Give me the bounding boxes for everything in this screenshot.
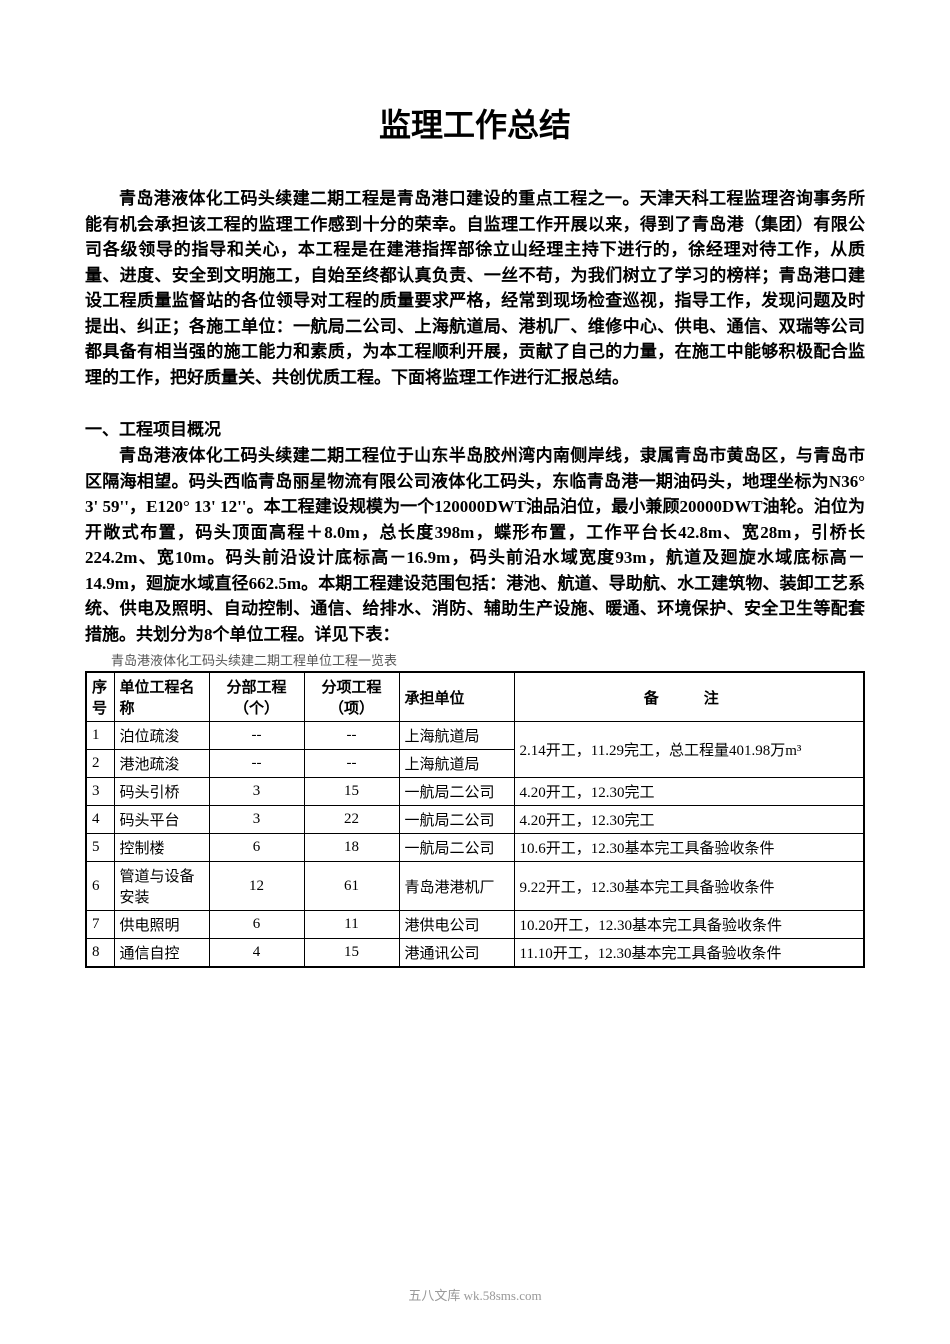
cell-bufen: 6 [209, 911, 304, 939]
cell-note: 9.22开工，12.30基本完工具备验收条件 [514, 862, 864, 911]
cell-bufen: 6 [209, 834, 304, 862]
cell-bufen: 12 [209, 862, 304, 911]
cell-danwei: 港通讯公司 [399, 939, 514, 968]
cell-seq: 3 [86, 778, 114, 806]
cell-unit: 控制楼 [114, 834, 209, 862]
header-fenxiang: 分项工程（项） [304, 672, 399, 722]
cell-seq: 8 [86, 939, 114, 968]
cell-seq: 6 [86, 862, 114, 911]
cell-seq: 4 [86, 806, 114, 834]
cell-unit: 管道与设备安装 [114, 862, 209, 911]
cell-fenxiang: 18 [304, 834, 399, 862]
header-unit: 单位工程名称 [114, 672, 209, 722]
cell-bufen: 3 [209, 778, 304, 806]
cell-bufen: -- [209, 750, 304, 778]
header-danwei: 承担单位 [399, 672, 514, 722]
cell-danwei: 港供电公司 [399, 911, 514, 939]
table-row: 6 管道与设备安装 12 61 青岛港港机厂 9.22开工，12.30基本完工具… [86, 862, 864, 911]
cell-unit: 港池疏浚 [114, 750, 209, 778]
cell-seq: 7 [86, 911, 114, 939]
header-seq: 序号 [86, 672, 114, 722]
table-row: 7 供电照明 6 11 港供电公司 10.20开工，12.30基本完工具备验收条… [86, 911, 864, 939]
cell-unit: 码头引桥 [114, 778, 209, 806]
cell-fenxiang: -- [304, 722, 399, 750]
table-row: 3 码头引桥 3 15 一航局二公司 4.20开工，12.30完工 [86, 778, 864, 806]
cell-fenxiang: 15 [304, 778, 399, 806]
table-caption: 青岛港液体化工码头续建二期工程单位工程一览表 [111, 650, 865, 669]
project-table: 序号 单位工程名称 分部工程（个） 分项工程（项） 承担单位 备注 1 泊位疏浚… [85, 671, 865, 968]
cell-note: 11.10开工，12.30基本完工具备验收条件 [514, 939, 864, 968]
intro-paragraph: 青岛港液体化工码头续建二期工程是青岛港口建设的重点工程之一。天津天科工程监理咨询… [85, 186, 865, 390]
page-title: 监理工作总结 [85, 100, 865, 146]
cell-note: 4.20开工，12.30完工 [514, 778, 864, 806]
header-bufen: 分部工程（个） [209, 672, 304, 722]
cell-danwei: 一航局二公司 [399, 806, 514, 834]
table-row: 4 码头平台 3 22 一航局二公司 4.20开工，12.30完工 [86, 806, 864, 834]
section-1-body: 青岛港液体化工码头续建二期工程位于山东半岛胶州湾内南侧岸线，隶属青岛市黄岛区，与… [85, 443, 865, 647]
section-1-heading: 一、工程项目概况 [85, 415, 865, 440]
cell-fenxiang: 11 [304, 911, 399, 939]
cell-bufen: -- [209, 722, 304, 750]
table-row: 5 控制楼 6 18 一航局二公司 10.6开工，12.30基本完工具备验收条件 [86, 834, 864, 862]
cell-seq: 2 [86, 750, 114, 778]
cell-fenxiang: 15 [304, 939, 399, 968]
cell-danwei: 上海航道局 [399, 722, 514, 750]
cell-danwei: 一航局二公司 [399, 778, 514, 806]
cell-danwei: 一航局二公司 [399, 834, 514, 862]
cell-unit: 码头平台 [114, 806, 209, 834]
cell-seq: 5 [86, 834, 114, 862]
cell-bufen: 4 [209, 939, 304, 968]
cell-danwei: 上海航道局 [399, 750, 514, 778]
cell-unit: 供电照明 [114, 911, 209, 939]
table-header-row: 序号 单位工程名称 分部工程（个） 分项工程（项） 承担单位 备注 [86, 672, 864, 722]
table-row: 8 通信自控 4 15 港通讯公司 11.10开工，12.30基本完工具备验收条… [86, 939, 864, 968]
table-row: 1 泊位疏浚 -- -- 上海航道局 2.14开工，11.29完工，总工程量40… [86, 722, 864, 750]
cell-fenxiang: 61 [304, 862, 399, 911]
cell-note: 2.14开工，11.29完工，总工程量401.98万m³ [514, 722, 864, 778]
cell-note: 10.6开工，12.30基本完工具备验收条件 [514, 834, 864, 862]
cell-note: 4.20开工，12.30完工 [514, 806, 864, 834]
cell-bufen: 3 [209, 806, 304, 834]
cell-fenxiang: 22 [304, 806, 399, 834]
header-note: 备注 [514, 672, 864, 722]
cell-note: 10.20开工，12.30基本完工具备验收条件 [514, 911, 864, 939]
cell-unit: 通信自控 [114, 939, 209, 968]
cell-fenxiang: -- [304, 750, 399, 778]
cell-unit: 泊位疏浚 [114, 722, 209, 750]
cell-danwei: 青岛港港机厂 [399, 862, 514, 911]
cell-seq: 1 [86, 722, 114, 750]
page-footer: 五八文库 wk.58sms.com [0, 1285, 950, 1304]
